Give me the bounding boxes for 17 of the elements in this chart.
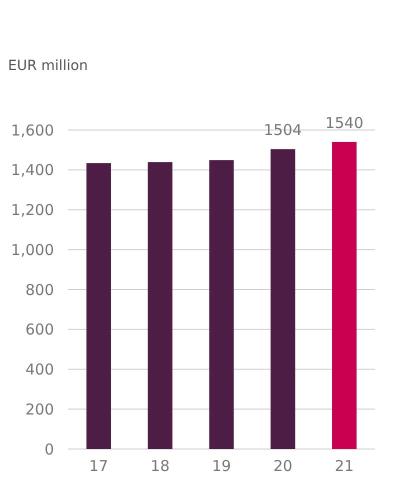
y-tick-label: 1,200 [11, 201, 54, 219]
y-tick-label: 800 [25, 280, 54, 299]
y-tick-label: 1,000 [11, 240, 54, 259]
x-tick-label: 18 [150, 457, 170, 475]
y-axis-title: EUR million [8, 58, 88, 74]
data-label: 1540 [325, 114, 364, 132]
x-tick-label: 17 [89, 457, 108, 475]
x-tick-label: 20 [273, 457, 292, 475]
data-label: 1504 [264, 121, 302, 140]
y-tick-label: 400 [25, 360, 54, 378]
y-tick-label: 200 [25, 400, 54, 418]
y-tick-label: 0 [44, 440, 54, 458]
y-tick-label: 1,400 [11, 161, 54, 180]
x-tick-label: 21 [334, 457, 354, 475]
x-tick-label: 19 [212, 457, 232, 475]
y-tick-label: 1,600 [11, 121, 54, 140]
y-tick-label: 600 [25, 320, 54, 339]
